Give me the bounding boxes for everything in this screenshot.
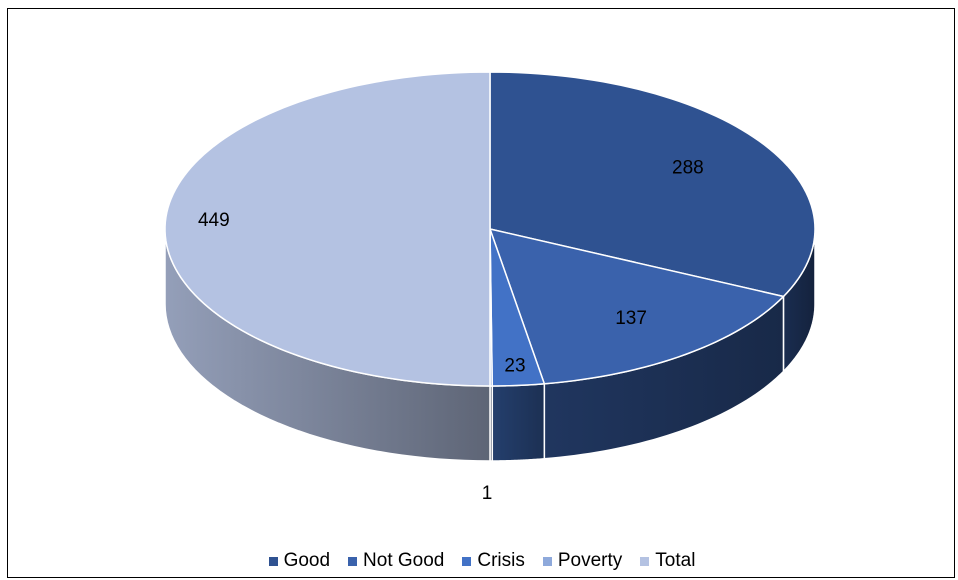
pie-side-crisis (491, 382, 546, 462)
legend-swatch (268, 556, 278, 566)
pie-slice-not-good (488, 227, 785, 385)
legend-item-not-good: Not Good (348, 550, 444, 572)
legend-item-good: Good (268, 550, 331, 572)
legend-swatch (348, 556, 358, 566)
legend-swatch (462, 556, 472, 566)
legend-label: Total (655, 550, 696, 571)
pie-labels: 288 137 23 1 449 (198, 158, 704, 504)
chart-area: 288 137 23 1 449 Good Not Good Crisis Poverty To… (7, 8, 955, 578)
data-label-not-good: 137 (615, 308, 647, 329)
legend-item-total: Total (640, 550, 695, 572)
legend: Good Not Good Crisis Poverty Total (8, 549, 956, 573)
pie-slice-total (164, 71, 491, 387)
legend-item-poverty: Poverty (542, 550, 623, 572)
pie-slice-good (489, 71, 816, 298)
legend-label: Good (283, 550, 331, 571)
legend-swatch (542, 556, 552, 566)
data-label-good: 288 (672, 158, 704, 179)
legend-label: Not Good (363, 550, 445, 571)
legend-item-crisis: Crisis (462, 550, 525, 572)
data-label-crisis: 23 (504, 356, 525, 377)
legend-label: Crisis (477, 550, 525, 571)
legend-swatch (640, 556, 650, 566)
legend-label: Poverty (557, 550, 623, 571)
pie-tops (164, 71, 816, 387)
pie-slice-crisis (489, 228, 546, 387)
pie-chart: 288 137 23 1 449 (164, 71, 816, 504)
data-label-total: 449 (198, 210, 230, 231)
data-label-poverty: 1 (482, 483, 493, 504)
